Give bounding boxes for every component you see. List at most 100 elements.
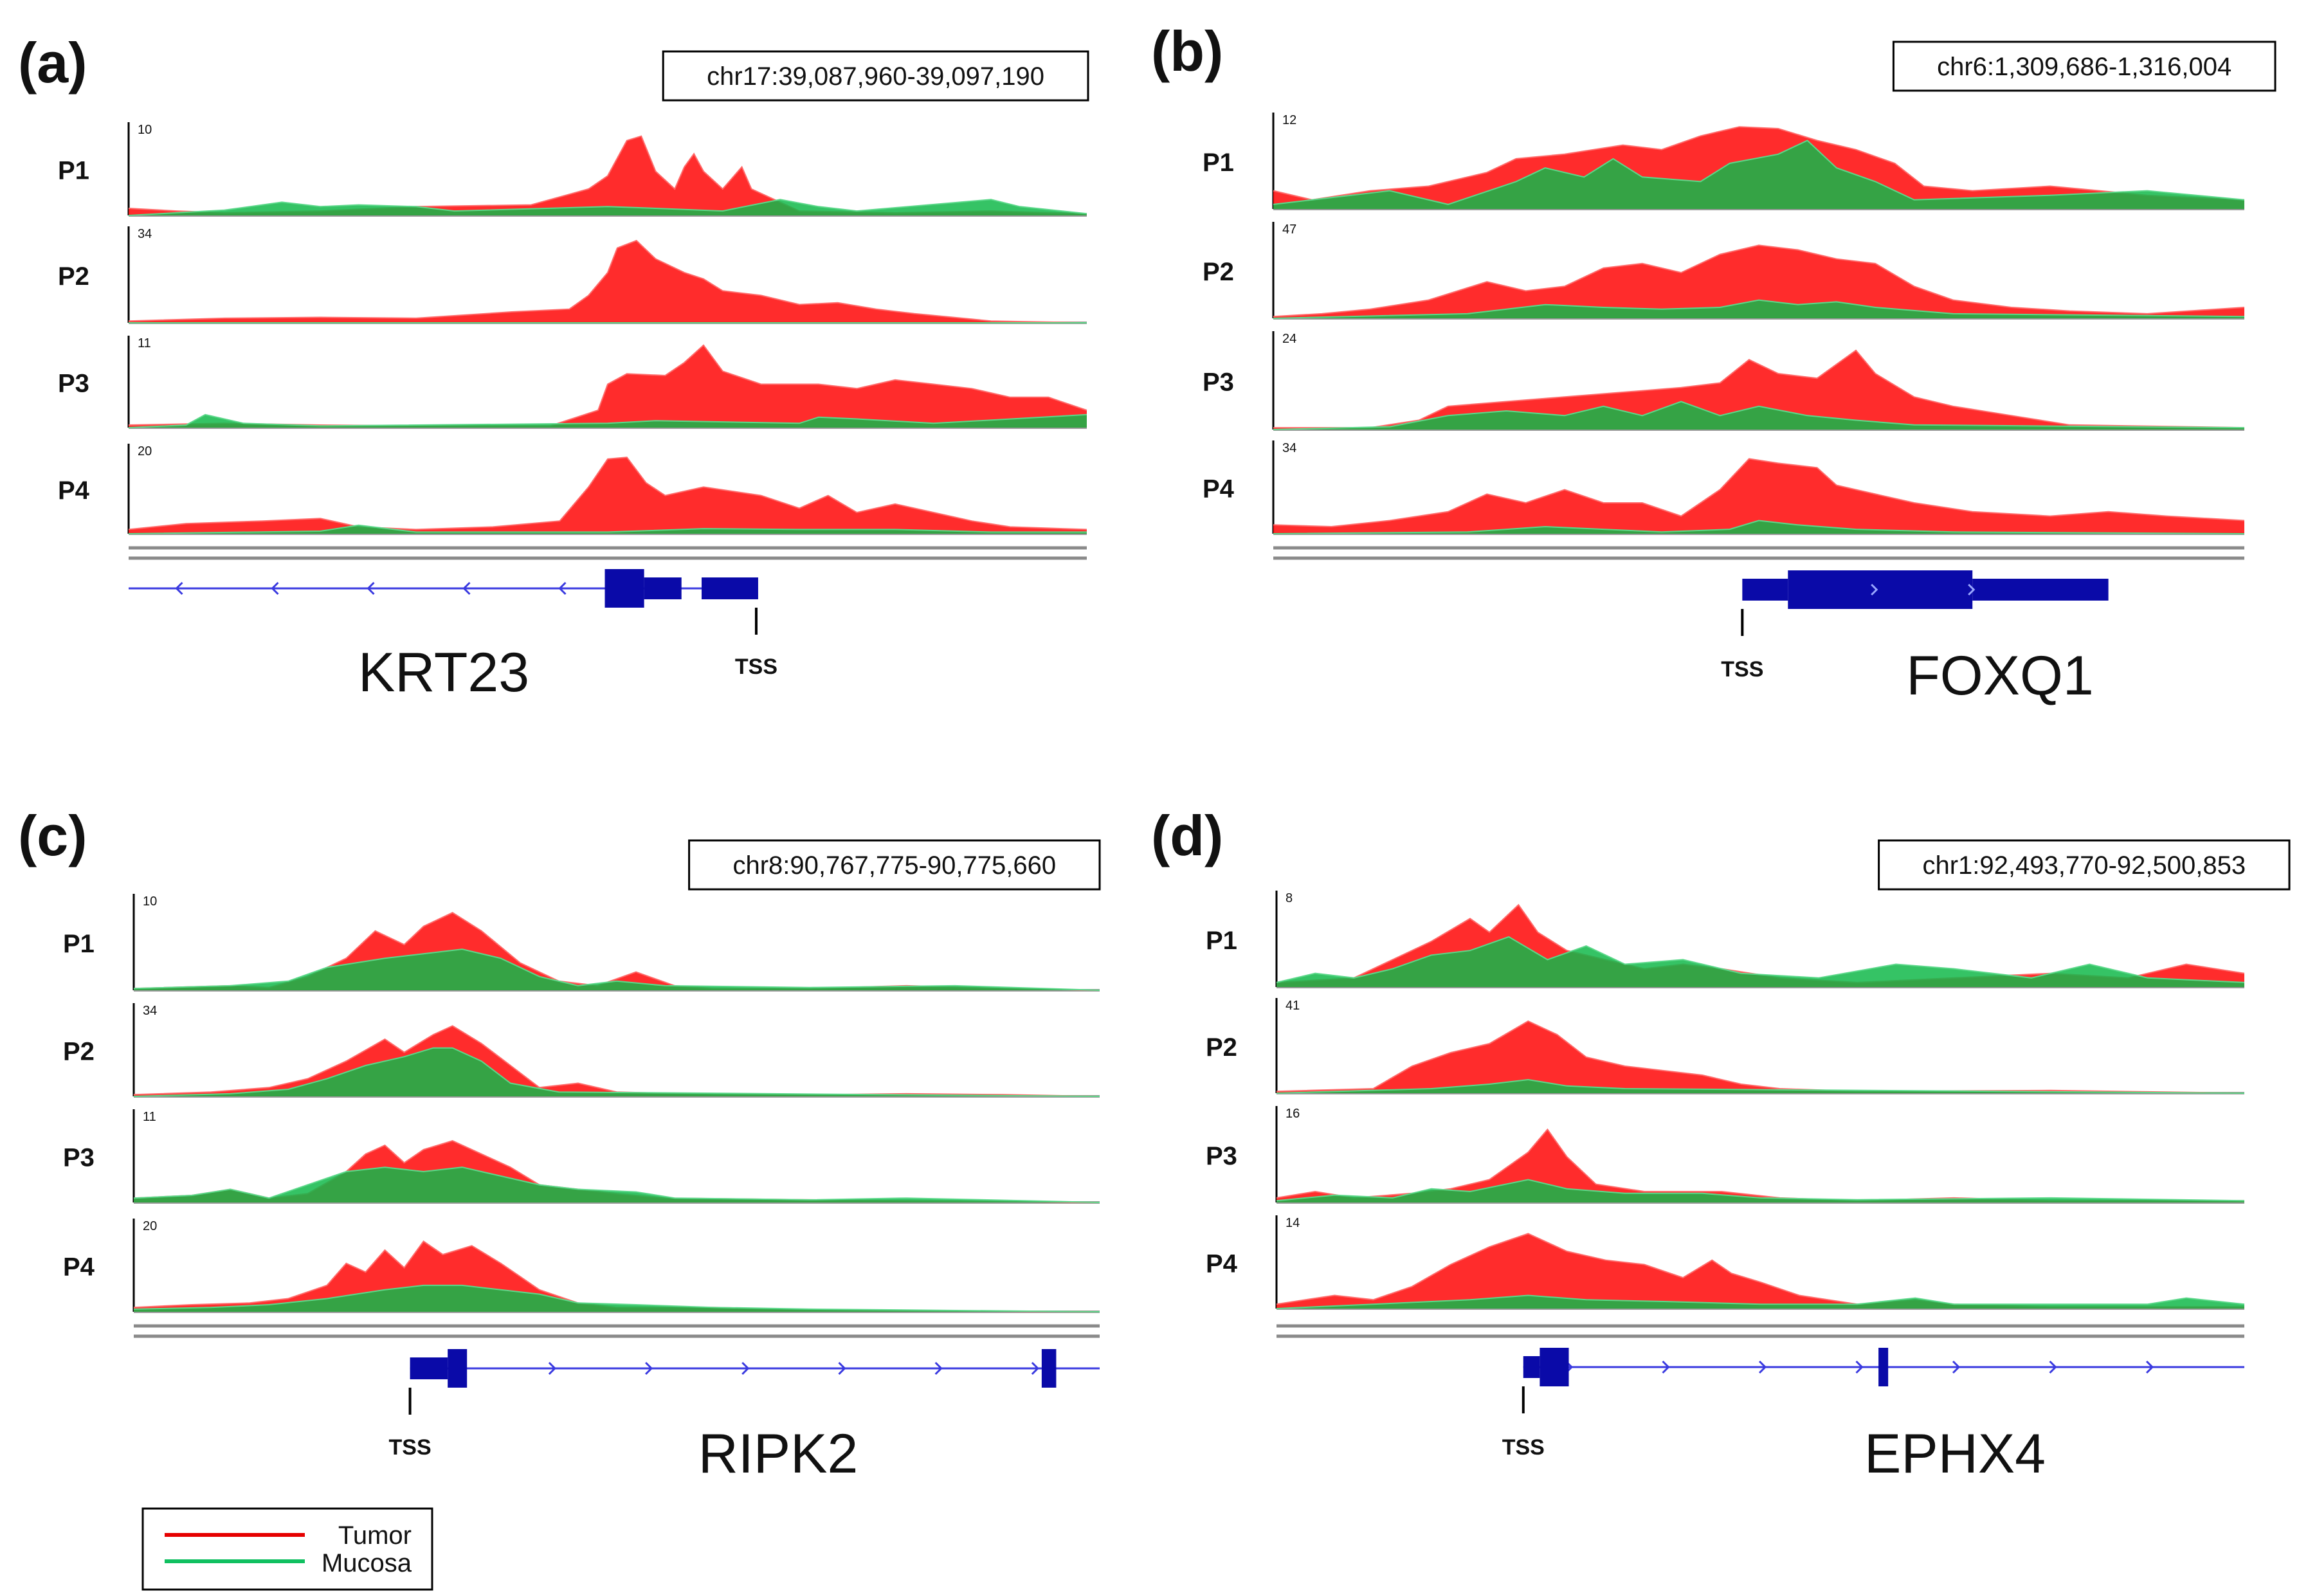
mucosa-outline — [1273, 299, 2245, 319]
track-label: P4 — [1206, 1250, 1238, 1278]
track-p2: P2 47 — [1203, 222, 2245, 320]
panel-label: (d) — [1151, 804, 1223, 867]
track-scale-max: 20 — [138, 444, 152, 458]
mucosa-area — [134, 1285, 1100, 1312]
gene-name: KRT23 — [358, 642, 529, 703]
strand-arrow — [838, 1361, 846, 1375]
strand-arrow — [645, 1361, 653, 1375]
tumor-area — [129, 345, 1087, 428]
mucosa-area — [1277, 1179, 2244, 1202]
track-p3: P3 16 — [1206, 1106, 2245, 1204]
track-p1: P1 10 — [58, 122, 1087, 217]
track-p4: P4 20 — [63, 1219, 1100, 1313]
track-scale-max: 24 — [1282, 332, 1296, 346]
track-scale-max: 10 — [143, 894, 157, 909]
strand-arrow — [1968, 583, 1976, 596]
track-label: P4 — [58, 476, 90, 505]
locus-label: chr1:92,493,770-92,500,853 — [1922, 851, 2246, 880]
mucosa-outline — [1273, 140, 2245, 205]
panel-c: (c) chr8:90,767,775-90,775,660 P1 10 P2 34 P3 1… — [18, 804, 1101, 1485]
mucosa-outline — [1273, 520, 2245, 534]
mucosa-area — [134, 949, 1100, 990]
track-p4: P4 20 — [58, 444, 1087, 535]
panel-a: (a) chr17:39,087,960-39,097,190 P1 10 P2 34 P3… — [18, 31, 1089, 703]
track-scale-max: 34 — [143, 1004, 157, 1018]
track-scale-max: 14 — [1286, 1216, 1300, 1230]
mucosa-outline — [133, 948, 1100, 991]
gene-model: TSS — [389, 1349, 1100, 1460]
exon-coding — [1041, 1349, 1057, 1388]
track-p1: P1 10 — [63, 894, 1100, 992]
mucosa-area — [1277, 1080, 2244, 1093]
mucosa-area — [1273, 401, 2244, 430]
tumor-area — [134, 1241, 1100, 1312]
track-p3: P3 11 — [63, 1109, 1100, 1204]
panel-label: (a) — [18, 31, 87, 95]
strand-arrow — [462, 581, 471, 595]
track-label: P4 — [63, 1253, 95, 1282]
track-p4: P4 14 — [1206, 1215, 2245, 1310]
mucosa-outline — [133, 1047, 1100, 1097]
gene-model: TSS — [129, 569, 777, 679]
gene-name: FOXQ1 — [1906, 645, 2094, 707]
mucosa-outline — [128, 413, 1087, 428]
tumor-area — [1277, 1021, 2244, 1093]
mucosa-outline — [1276, 936, 2245, 983]
panel-b: (b) chr6:1,309,686-1,316,004P112P247P324P… — [1151, 19, 2276, 707]
tumor-area — [1277, 1233, 2244, 1309]
mucosa-area — [1273, 300, 2244, 318]
strand-arrow — [1871, 583, 1878, 596]
strand-arrow — [934, 1361, 943, 1375]
strand-arrow — [558, 581, 567, 595]
mucosa-area — [1273, 520, 2244, 534]
track-label: P2 — [1206, 1033, 1237, 1062]
mucosa-outline — [1273, 401, 2245, 430]
track-label: P1 — [58, 157, 89, 185]
mucosa-area — [129, 414, 1087, 428]
track-label: P1 — [1203, 149, 1234, 177]
strand-arrow — [175, 581, 183, 595]
locus-box — [1878, 839, 2291, 891]
tss-label: TSS — [389, 1435, 432, 1460]
mucosa-outline — [1276, 1179, 2245, 1202]
track-label: P3 — [1206, 1142, 1237, 1170]
track-scale-max: 16 — [1286, 1107, 1300, 1121]
panel-label: (c) — [18, 804, 87, 867]
exon-utr — [1742, 579, 1788, 601]
locus-box — [1892, 41, 2276, 92]
track-label: P2 — [63, 1038, 95, 1066]
track-scale-max: 47 — [1282, 222, 1296, 237]
strand-arrow — [1758, 1360, 1767, 1374]
locus-label: chr17:39,087,960-39,097,190 — [707, 62, 1044, 91]
tumor-outline — [133, 912, 1100, 991]
exon-coding — [604, 569, 644, 608]
tumor-outline — [128, 457, 1087, 530]
legend-box — [141, 1507, 433, 1591]
tumor-area — [129, 136, 1087, 215]
tumor-outline — [1276, 1128, 2244, 1202]
track-scale-max: 10 — [138, 123, 152, 137]
gene-model: TSS — [1721, 570, 2109, 682]
track-scale-max: 41 — [1286, 999, 1300, 1013]
gene-model: TSS — [1502, 1348, 2244, 1460]
strand-arrow — [741, 1361, 750, 1375]
exon-utr — [1523, 1356, 1540, 1378]
mucosa-area — [1277, 936, 2244, 987]
track-p1: P1 12 — [1203, 113, 2245, 210]
exon-utr — [702, 577, 758, 599]
mucosa-outline — [1276, 1294, 2245, 1309]
gene-name: RIPK2 — [698, 1423, 859, 1485]
strand-arrow — [1855, 1360, 1864, 1374]
exon-coding — [1788, 570, 1973, 609]
track-p4: P4 34 — [1203, 440, 2245, 535]
mucosa-area — [1273, 140, 2244, 209]
panel-label: (b) — [1151, 19, 1223, 83]
track-label: P2 — [58, 262, 89, 291]
legend: Tumor Mucosa — [141, 1507, 433, 1591]
track-scale-max: 11 — [143, 1110, 156, 1124]
track-p2: P2 41 — [1206, 998, 2245, 1094]
exon-coding — [1878, 1348, 1889, 1386]
tumor-area — [129, 240, 1087, 323]
track-label: P2 — [1203, 258, 1234, 286]
